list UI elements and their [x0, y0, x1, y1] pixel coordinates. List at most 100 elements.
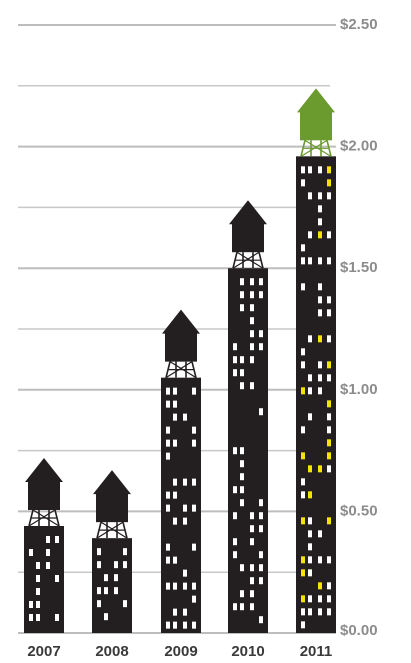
- window: [166, 556, 170, 564]
- window: [173, 621, 177, 629]
- window: [173, 400, 177, 408]
- window: [301, 348, 305, 356]
- window: [250, 603, 254, 611]
- window: [301, 452, 305, 460]
- window: [259, 564, 263, 572]
- window: [327, 400, 331, 408]
- window: [36, 587, 40, 595]
- window: [104, 587, 108, 595]
- window: [308, 569, 312, 577]
- window: [114, 587, 118, 595]
- window: [192, 504, 196, 512]
- window: [308, 556, 312, 564]
- window: [114, 561, 118, 569]
- window: [29, 548, 33, 556]
- tank: [165, 331, 197, 362]
- window: [36, 600, 40, 608]
- window: [166, 387, 170, 395]
- tank-roof: [229, 200, 267, 225]
- window: [192, 543, 196, 551]
- tank: [300, 110, 332, 141]
- window: [97, 587, 101, 595]
- window: [166, 491, 170, 499]
- window: [301, 244, 305, 252]
- x-tick-label: 2011: [300, 643, 333, 660]
- window: [327, 452, 331, 460]
- window: [308, 608, 312, 616]
- window: [318, 283, 322, 291]
- window: [318, 361, 322, 369]
- window: [301, 283, 305, 291]
- window: [301, 517, 305, 525]
- window: [233, 447, 237, 455]
- window: [318, 582, 322, 590]
- window: [318, 257, 322, 265]
- window: [250, 356, 254, 364]
- y-tick-label: $2.50: [340, 16, 378, 33]
- window: [259, 499, 263, 507]
- window: [250, 564, 254, 572]
- window: [318, 218, 322, 226]
- window: [327, 257, 331, 265]
- window: [240, 447, 244, 455]
- window: [240, 382, 244, 390]
- window: [36, 561, 40, 569]
- tank: [232, 222, 264, 253]
- window: [233, 538, 237, 546]
- window: [308, 595, 312, 603]
- tank-roof: [93, 470, 131, 495]
- window: [327, 361, 331, 369]
- window: [240, 460, 244, 468]
- window: [240, 499, 244, 507]
- window: [308, 465, 312, 473]
- window: [233, 603, 237, 611]
- window: [240, 590, 244, 598]
- window: [36, 574, 40, 582]
- window: [173, 582, 177, 590]
- window: [240, 304, 244, 312]
- window: [259, 343, 263, 351]
- window: [192, 387, 196, 395]
- window: [166, 504, 170, 512]
- window: [318, 192, 322, 200]
- window: [123, 600, 127, 608]
- window: [250, 512, 254, 520]
- window: [301, 387, 305, 395]
- window: [327, 231, 331, 239]
- window: [318, 231, 322, 239]
- window: [327, 517, 331, 525]
- window: [259, 512, 263, 520]
- y-tick-label: $1.00: [340, 381, 378, 398]
- window: [183, 517, 187, 525]
- window: [327, 309, 331, 317]
- window: [173, 608, 177, 616]
- window: [240, 278, 244, 286]
- window: [327, 166, 331, 174]
- window: [327, 374, 331, 382]
- window: [250, 304, 254, 312]
- window: [308, 231, 312, 239]
- window: [327, 465, 331, 473]
- window: [233, 356, 237, 364]
- window: [233, 512, 237, 520]
- window: [308, 491, 312, 499]
- window: [318, 374, 322, 382]
- window: [183, 608, 187, 616]
- window: [327, 296, 331, 304]
- window: [55, 574, 59, 582]
- window: [55, 535, 59, 543]
- window: [327, 595, 331, 603]
- window: [250, 525, 254, 533]
- window: [36, 613, 40, 621]
- window: [114, 574, 118, 582]
- window: [192, 621, 196, 629]
- window: [104, 574, 108, 582]
- tank: [96, 492, 128, 523]
- window: [166, 543, 170, 551]
- window: [46, 548, 50, 556]
- y-tick-label: $2.00: [340, 138, 378, 155]
- window: [308, 517, 312, 525]
- window: [46, 561, 50, 569]
- window: [308, 543, 312, 551]
